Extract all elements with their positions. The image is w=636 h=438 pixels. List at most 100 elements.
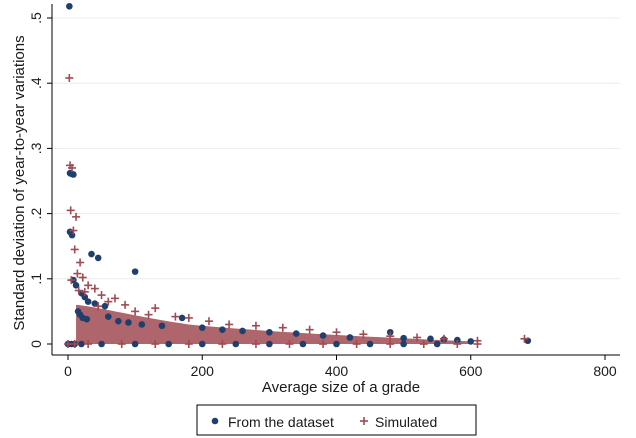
legend-frame xyxy=(196,404,477,436)
point-simulated-37 xyxy=(64,340,72,348)
y-tick-label-1: .1 xyxy=(28,273,44,285)
legend-label-simulated: Simulated xyxy=(375,414,437,430)
point-dataset-7 xyxy=(72,282,80,289)
x-tick-label-1: 200 xyxy=(191,363,215,379)
point-simulated-24 xyxy=(184,313,193,322)
point-simulated-4 xyxy=(72,212,81,221)
point-simulated-34 xyxy=(439,334,448,343)
point-simulated-47 xyxy=(352,340,361,348)
point-dataset-28 xyxy=(239,327,246,335)
y-tick-label-3: .3 xyxy=(28,142,44,154)
point-simulated-38 xyxy=(70,340,79,348)
y-tick-label-2: .2 xyxy=(28,208,44,220)
point-simulated-43 xyxy=(218,340,227,348)
point-dataset-48 xyxy=(232,340,240,348)
point-simulated-50 xyxy=(453,340,462,348)
point-dataset-50 xyxy=(299,340,307,348)
point-simulated-18 xyxy=(121,300,130,309)
point-dataset-23 xyxy=(138,321,146,328)
point-simulated-13 xyxy=(74,286,83,295)
point-simulated-28 xyxy=(278,323,287,332)
point-dataset-30 xyxy=(292,330,300,337)
point-simulated-51 xyxy=(473,340,482,348)
point-dataset-9 xyxy=(94,254,102,262)
point-dataset-38 xyxy=(467,338,475,345)
point-simulated-39 xyxy=(84,340,93,348)
x-tick-label-4: 800 xyxy=(593,363,617,379)
point-simulated-30 xyxy=(332,328,341,337)
point-simulated-9 xyxy=(78,273,87,282)
ticks-layer: 0 .1 .2 .3 .4 .5 0 200 400 600 800 xyxy=(28,12,617,379)
x-tick-label-3: 600 xyxy=(459,363,483,379)
point-dataset-52 xyxy=(366,340,374,348)
points-layer xyxy=(64,2,532,348)
point-simulated-33 xyxy=(413,333,422,342)
point-simulated-46 xyxy=(319,340,328,348)
point-dataset-47 xyxy=(198,340,206,348)
point-simulated-40 xyxy=(117,340,126,348)
legend-marker-dataset xyxy=(211,417,219,425)
legend-label-dataset: From the dataset xyxy=(228,414,334,430)
point-dataset-12 xyxy=(81,293,89,301)
point-dataset-24 xyxy=(158,322,166,330)
y-tick-label-5: .5 xyxy=(28,12,44,24)
point-simulated-44 xyxy=(251,340,260,348)
point-simulated-15 xyxy=(97,291,106,300)
point-simulated-7 xyxy=(76,258,85,267)
point-simulated-49 xyxy=(419,340,428,348)
point-dataset-10 xyxy=(131,268,139,275)
point-simulated-21 xyxy=(131,307,140,316)
point-simulated-14 xyxy=(80,287,89,296)
point-simulated-11 xyxy=(84,281,93,290)
point-dataset-43 xyxy=(78,340,85,348)
point-dataset-15 xyxy=(101,302,109,310)
point-dataset-49 xyxy=(266,340,273,348)
point-simulated-17 xyxy=(104,297,113,306)
point-simulated-27 xyxy=(251,321,260,330)
point-dataset-53 xyxy=(400,340,407,348)
point-dataset-29 xyxy=(266,328,273,336)
point-dataset-26 xyxy=(198,324,206,332)
point-dataset-51 xyxy=(333,340,340,348)
point-simulated-22 xyxy=(144,310,153,319)
x-tick-label-0: 0 xyxy=(64,363,72,379)
point-simulated-36 xyxy=(520,334,529,343)
dense-cluster-band xyxy=(76,304,471,344)
point-simulated-29 xyxy=(305,325,314,334)
point-dataset-21 xyxy=(115,317,122,325)
point-dataset-46 xyxy=(165,340,172,348)
point-simulated-20 xyxy=(151,304,160,313)
point-dataset-32 xyxy=(346,334,354,341)
point-dataset-3 xyxy=(70,171,77,178)
point-dataset-35 xyxy=(427,335,434,343)
x-tick-label-2: 400 xyxy=(325,363,349,379)
point-dataset-0 xyxy=(66,2,73,10)
point-simulated-25 xyxy=(204,317,213,326)
axes-layer xyxy=(51,4,620,356)
point-dataset-45 xyxy=(131,340,139,348)
point-dataset-31 xyxy=(319,332,327,339)
point-simulated-26 xyxy=(225,320,234,329)
point-simulated-5 xyxy=(69,226,78,235)
point-simulated-19 xyxy=(94,302,103,311)
point-dataset-13 xyxy=(84,298,92,305)
point-simulated-45 xyxy=(285,340,294,348)
point-simulated-12 xyxy=(90,284,99,293)
y-tick-label-4: .4 xyxy=(28,77,44,89)
point-simulated-2 xyxy=(68,163,77,172)
grid-layer xyxy=(52,17,620,280)
point-simulated-48 xyxy=(386,340,395,348)
point-dataset-25 xyxy=(178,314,186,322)
point-dataset-27 xyxy=(219,326,226,333)
point-dataset-44 xyxy=(98,340,105,348)
point-simulated-31 xyxy=(359,330,368,339)
point-dataset-22 xyxy=(125,319,132,326)
point-dataset-8 xyxy=(88,250,95,258)
point-simulated-42 xyxy=(184,340,193,348)
y-tick-label-0: 0 xyxy=(28,340,44,348)
point-dataset-34 xyxy=(400,334,407,342)
point-simulated-3 xyxy=(66,206,75,215)
legend-marker-simulated xyxy=(360,417,368,425)
